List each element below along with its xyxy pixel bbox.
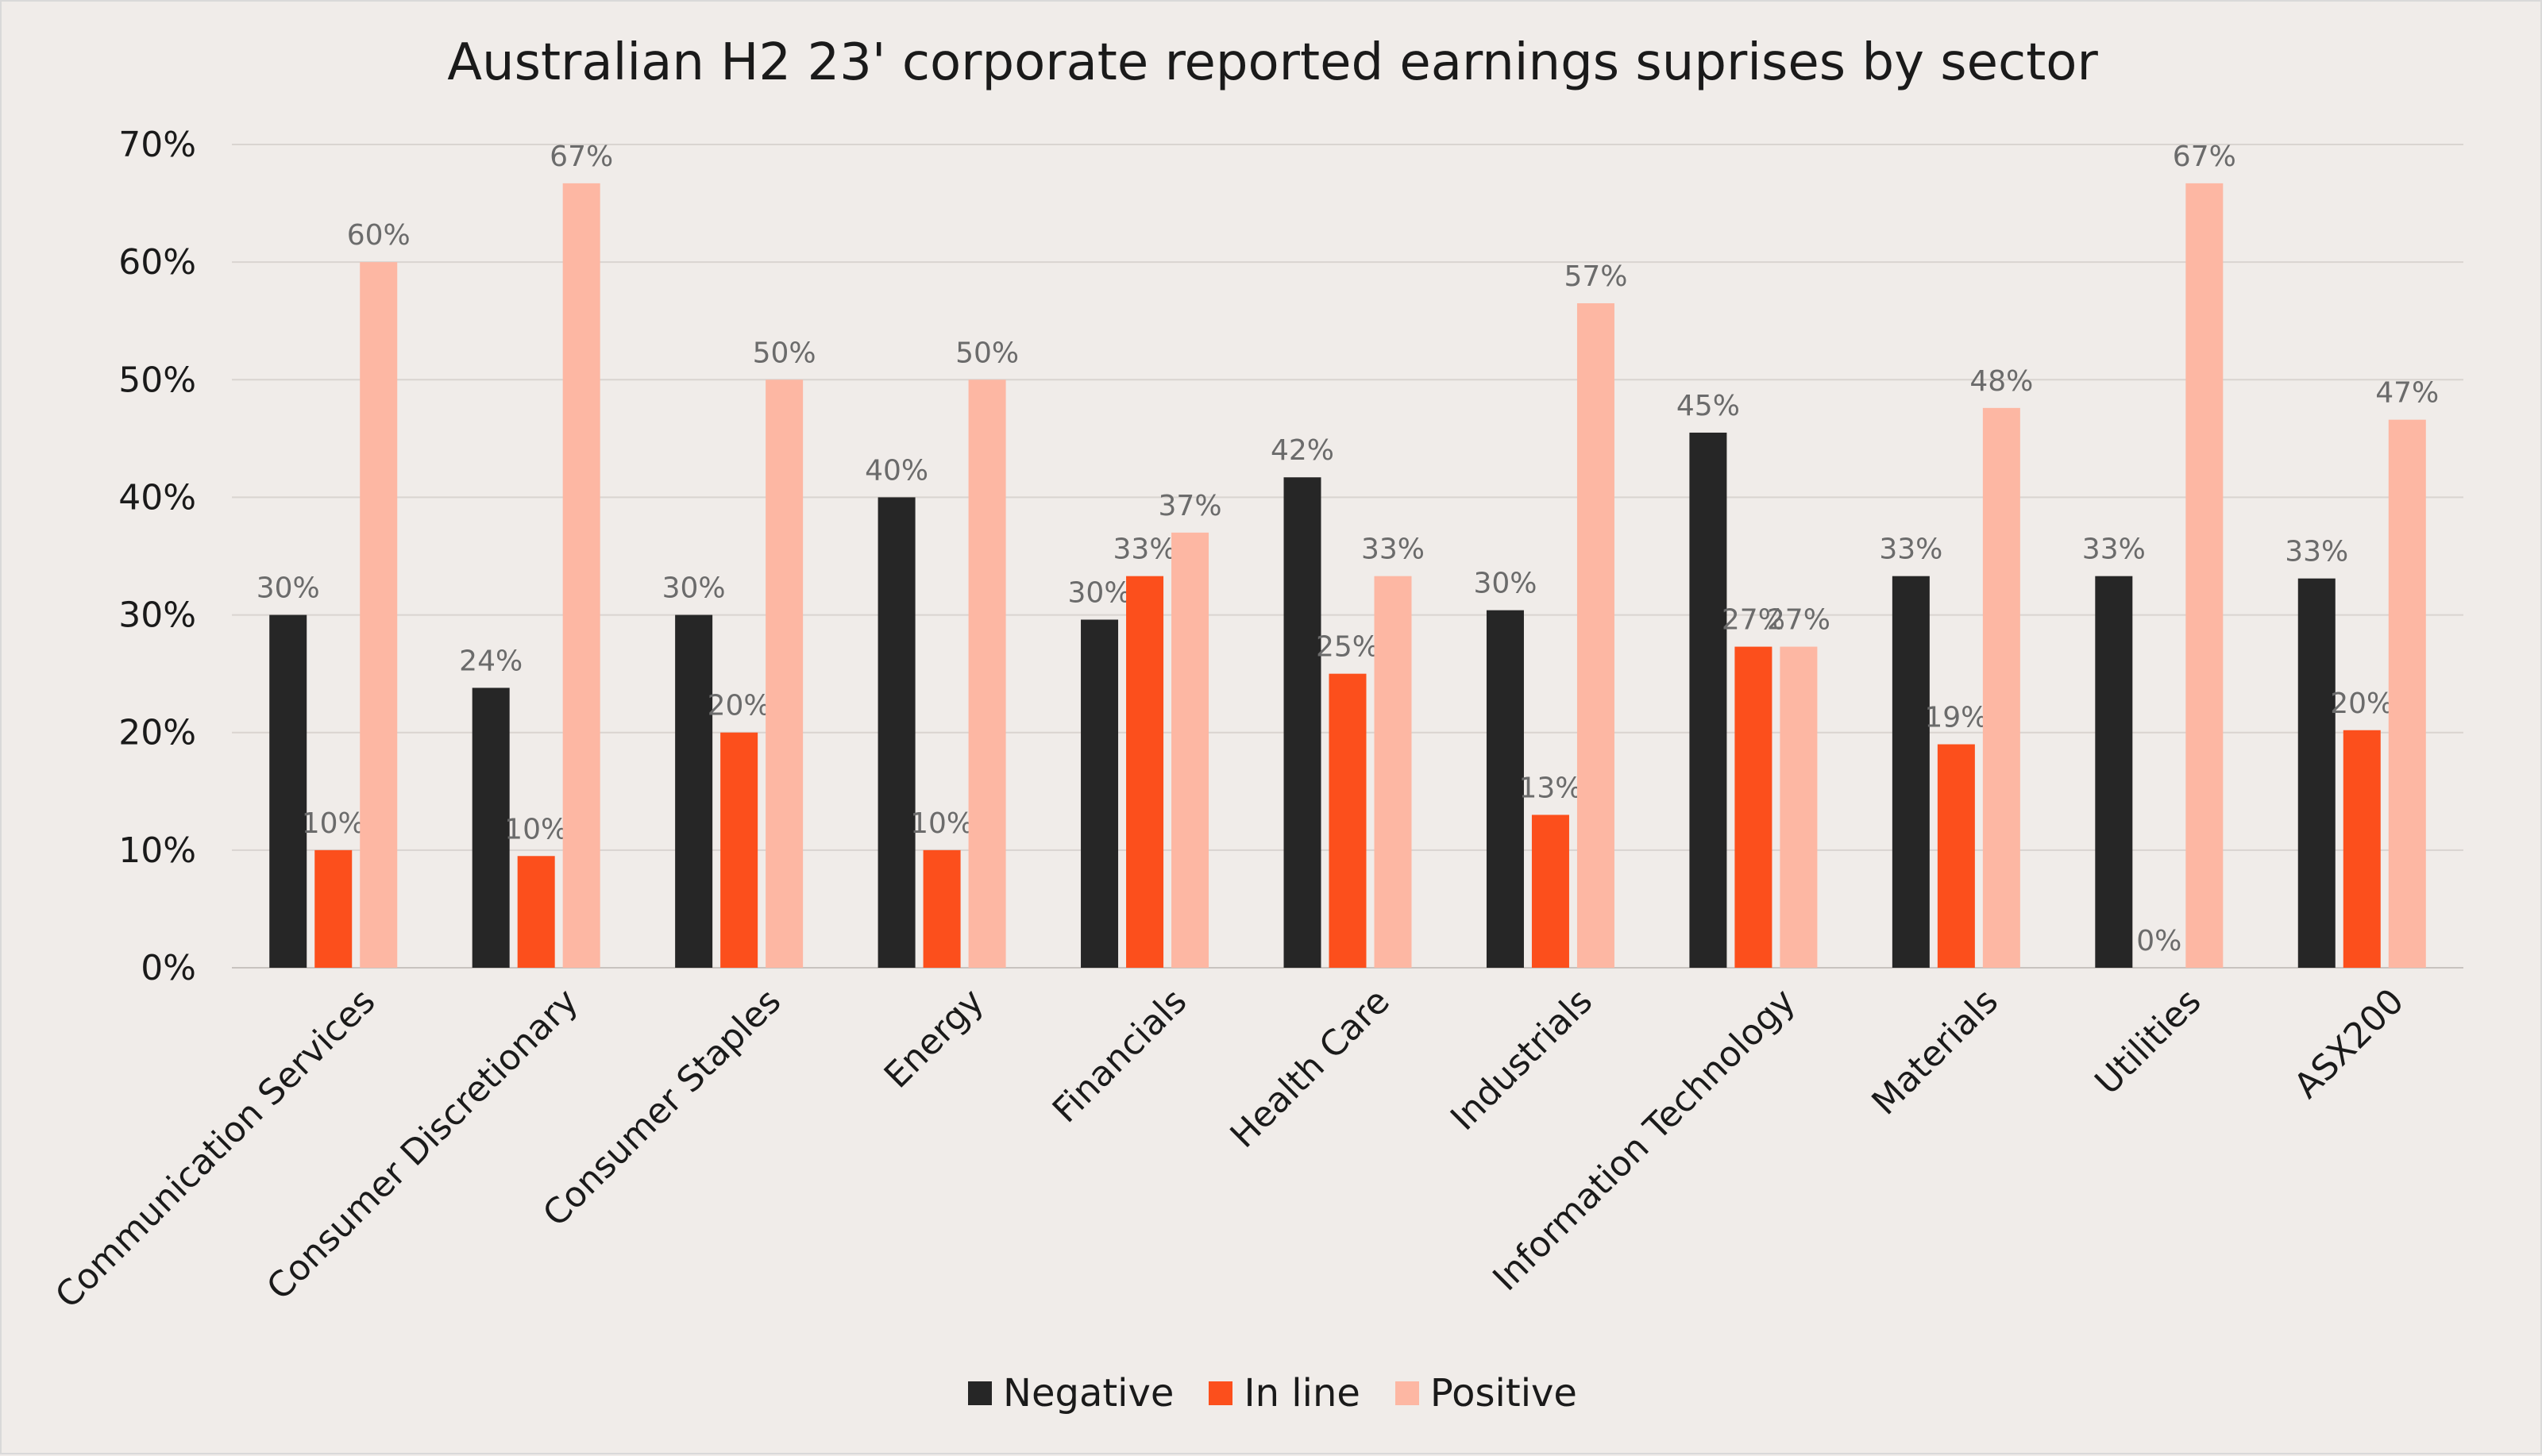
bar-positive	[2185, 183, 2224, 968]
data-label: 37%	[1159, 490, 1222, 522]
bar-negative	[269, 614, 307, 968]
bar-negative	[2297, 578, 2336, 968]
bar-negative	[675, 614, 713, 968]
x-tick-label: Materials	[1864, 981, 2006, 1123]
legend-swatch	[1209, 1381, 1233, 1405]
bar-positive	[2388, 419, 2426, 968]
bar-in-line	[923, 849, 961, 968]
bar-positive	[562, 183, 600, 968]
data-label: 30%	[1473, 568, 1537, 600]
data-label: 27%	[1722, 604, 1785, 637]
bar-positive	[1780, 646, 1818, 968]
data-label: 40%	[865, 454, 928, 487]
chart-title: Australian H2 23' corporate reported ear…	[447, 33, 2098, 92]
bar-in-line	[1329, 673, 1367, 968]
bar-positive	[1982, 407, 2020, 968]
x-tick-label: Health Care	[1223, 981, 1398, 1156]
legend-label: In line	[1244, 1371, 1360, 1416]
data-label: 57%	[1564, 260, 1627, 293]
data-label: 42%	[1271, 434, 1334, 467]
y-tick-label: 50%	[118, 360, 196, 400]
legend: Negative In line Positive	[2, 1371, 2542, 1416]
legend-item: Negative	[968, 1371, 1174, 1416]
x-tick-label: Communication Services	[48, 981, 383, 1316]
bar-positive	[360, 262, 398, 969]
data-label: 10%	[302, 807, 365, 840]
data-label: 24%	[459, 645, 523, 677]
data-label: 30%	[1068, 576, 1132, 609]
data-label: 19%	[1924, 702, 1988, 734]
data-label: 25%	[1316, 631, 1379, 664]
bar-negative	[1689, 432, 1727, 968]
bar-negative	[1892, 576, 1930, 968]
bar-positive	[766, 379, 804, 968]
data-label: 10%	[504, 813, 568, 845]
bar-negative	[472, 688, 510, 968]
bar-negative	[1486, 610, 1524, 968]
y-tick-label: 0%	[141, 948, 196, 988]
bar-positive	[1576, 302, 1614, 968]
bar-positive	[968, 379, 1006, 968]
legend-item: Positive	[1394, 1371, 1577, 1416]
data-label: 10%	[910, 807, 974, 840]
data-label: 50%	[955, 337, 1019, 369]
data-label: 47%	[2375, 377, 2439, 410]
legend-swatch	[968, 1381, 993, 1405]
y-tick-label: 20%	[118, 713, 196, 753]
bar-in-line	[1734, 646, 1772, 968]
data-label: 48%	[1969, 365, 2033, 398]
legend-label: Negative	[1003, 1371, 1175, 1416]
legend-swatch	[1394, 1381, 1419, 1405]
bar-negative	[1081, 619, 1119, 968]
bar-in-line	[1126, 576, 1164, 968]
x-tick-label: Financials	[1045, 981, 1195, 1131]
data-label: 33%	[2285, 536, 2348, 568]
bar-negative	[1283, 477, 1321, 968]
bar-positive	[1171, 532, 1209, 968]
data-label: 20%	[708, 690, 771, 722]
data-label: 13%	[1518, 772, 1582, 804]
data-label: 50%	[753, 337, 816, 369]
x-tick-label: Industrials	[1443, 981, 1600, 1138]
x-tick-label: Utilities	[2087, 981, 2208, 1103]
data-label: 33%	[1361, 533, 1425, 566]
data-label: 30%	[257, 572, 320, 605]
bar-negative	[878, 497, 916, 968]
data-label: 30%	[662, 572, 726, 605]
x-tick-label: ASX200	[2286, 981, 2412, 1107]
data-label: 67%	[2173, 141, 2236, 173]
bar-in-line	[720, 732, 758, 968]
y-tick-label: 60%	[118, 242, 196, 283]
bar-in-line	[517, 856, 555, 968]
bar-in-line	[314, 849, 353, 968]
data-label: 67%	[550, 141, 613, 173]
data-label: 33%	[1113, 533, 1177, 566]
y-tick-label: 10%	[118, 830, 196, 871]
data-label: 45%	[1676, 390, 1740, 422]
bar-in-line	[1531, 815, 1569, 968]
legend-item: In line	[1209, 1371, 1360, 1416]
legend-label: Positive	[1429, 1371, 1577, 1416]
y-tick-label: 40%	[118, 477, 196, 518]
bar-in-line	[2343, 730, 2381, 968]
data-label: 0%	[2136, 925, 2181, 957]
y-tick-label: 30%	[118, 595, 196, 636]
y-tick-label: 70%	[118, 125, 196, 165]
data-label: 33%	[2082, 533, 2146, 566]
data-label: 20%	[2330, 688, 2393, 720]
bar-in-line	[1937, 744, 1975, 968]
data-label: 27%	[1767, 604, 1830, 637]
data-label: 33%	[1879, 533, 1942, 566]
bar-positive	[1374, 576, 1412, 968]
data-label: 60%	[347, 219, 411, 252]
x-tick-label: Energy	[877, 981, 992, 1096]
bar-negative	[2095, 576, 2133, 968]
